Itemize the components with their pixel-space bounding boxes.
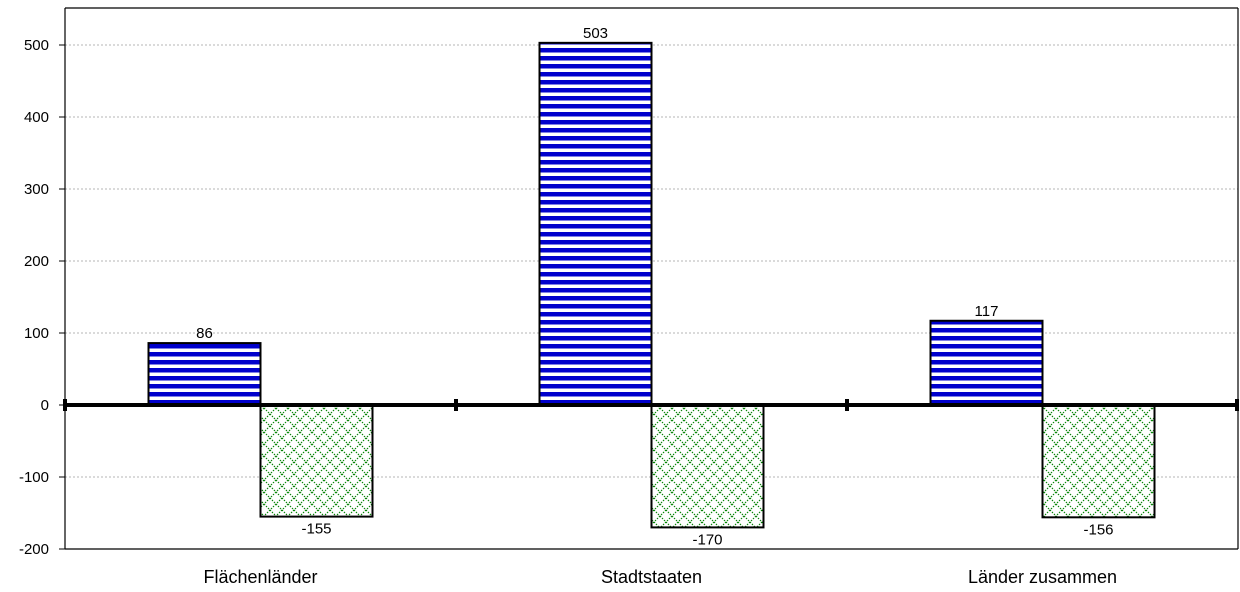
axes [59, 7, 1239, 550]
y-tick-label: 500 [24, 37, 49, 54]
y-tick-label: -200 [19, 541, 49, 558]
y-tick-label: 200 [24, 253, 49, 270]
bars [147, 41, 1156, 529]
labels: -200 -100 0 100 200 300 400 500 86 -155 Flächenlän… [19, 25, 1117, 587]
data-label: 503 [583, 25, 608, 42]
y-tick-label: -100 [19, 469, 49, 486]
bar-series2-1 [650, 404, 765, 529]
x-category-label: Flächenländer [203, 567, 317, 587]
bar-series2-2 [1041, 404, 1156, 519]
data-label: 117 [975, 303, 999, 320]
bar-series2-0 [259, 404, 374, 518]
bar-series1-1 [538, 41, 653, 407]
y-tick-label: 400 [24, 109, 49, 126]
x-category-label: Länder zusammen [968, 567, 1117, 587]
y-tick-label: 300 [24, 181, 49, 198]
data-label: -156 [1083, 521, 1113, 538]
data-label: 86 [196, 325, 213, 342]
x-category-label: Stadtstaaten [601, 567, 702, 587]
data-label: -155 [301, 521, 331, 538]
bar-series1-0 [147, 342, 262, 406]
y-tick-label: 100 [24, 325, 49, 342]
y-tick-label: 0 [41, 397, 49, 414]
bar-series1-2 [929, 319, 1044, 407]
data-label: -170 [692, 531, 722, 548]
